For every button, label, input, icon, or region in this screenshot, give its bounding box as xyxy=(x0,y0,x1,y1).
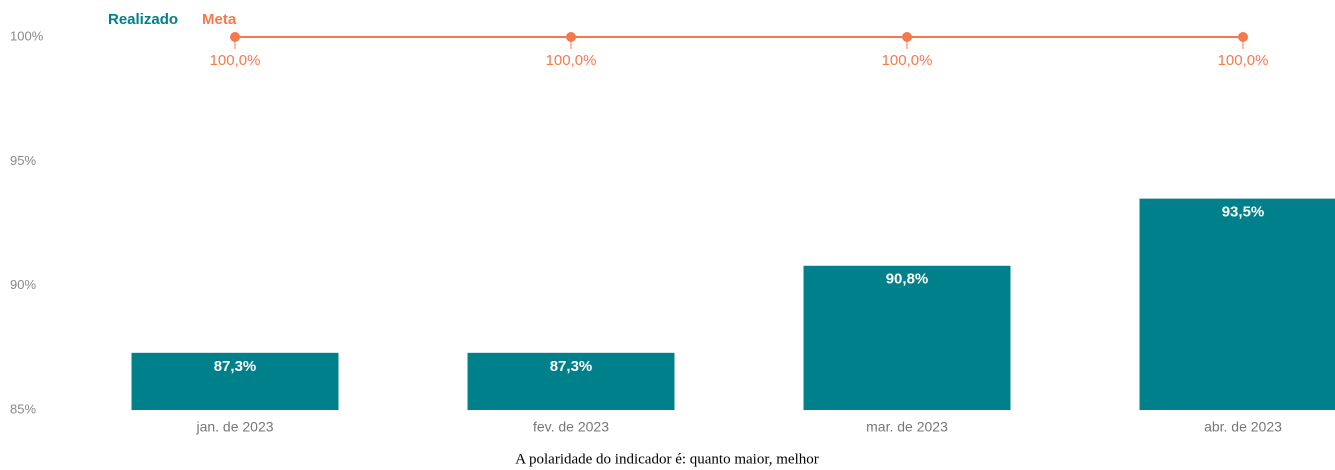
point-value-label: 100,0% xyxy=(210,52,261,69)
point-value-label: 100,0% xyxy=(882,52,933,69)
y-tick-label: 100% xyxy=(10,28,44,43)
bar-value-label: 87,3% xyxy=(550,358,593,375)
point-value-label: 100,0% xyxy=(1218,52,1269,69)
legend-label: Realizado xyxy=(108,11,178,28)
point xyxy=(566,32,576,42)
x-tick-label: mar. de 2023 xyxy=(866,419,948,435)
bar-value-label: 90,8% xyxy=(886,271,929,288)
bar-value-label: 87,3% xyxy=(214,358,257,375)
point xyxy=(902,32,912,42)
point xyxy=(230,32,240,42)
bar xyxy=(131,352,339,410)
x-tick-label: fev. de 2023 xyxy=(533,419,609,435)
legend-label: Meta xyxy=(202,11,237,28)
y-tick-label: 95% xyxy=(10,153,36,168)
bar xyxy=(467,352,675,410)
bar xyxy=(803,265,1011,410)
footnote: A polaridade do indicador é: quanto maio… xyxy=(515,451,818,467)
point-value-label: 100,0% xyxy=(546,52,597,69)
bar xyxy=(1139,198,1335,410)
bar-value-label: 93,5% xyxy=(1222,204,1265,221)
x-tick-label: jan. de 2023 xyxy=(195,419,273,435)
y-tick-label: 90% xyxy=(10,277,36,292)
x-tick-label: abr. de 2023 xyxy=(1204,419,1282,435)
y-tick-label: 85% xyxy=(10,401,36,416)
point xyxy=(1238,32,1248,42)
